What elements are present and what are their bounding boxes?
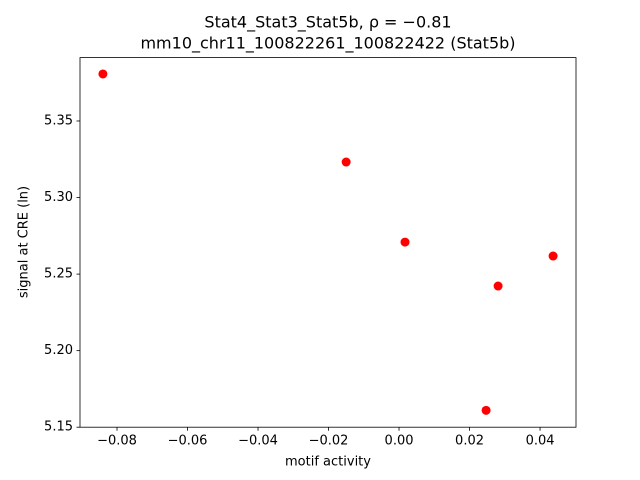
y-tick-label: 5.20 xyxy=(44,343,73,358)
y-tick-label: 5.30 xyxy=(44,190,73,205)
x-tick-label: 0.04 xyxy=(526,434,555,449)
chart-subtitle: mm10_chr11_100822261_100822422 (Stat5b) xyxy=(140,34,515,54)
x-tick-label: −0.02 xyxy=(309,434,349,449)
y-axis-label: signal at CRE (ln) xyxy=(17,186,32,298)
point xyxy=(400,237,410,247)
x-tick-label: 0.02 xyxy=(455,434,484,449)
chart-title: Stat4_Stat3_Stat5b, ρ = −0.81 xyxy=(204,13,451,33)
point xyxy=(98,69,108,79)
x-tick-label: −0.04 xyxy=(238,434,278,449)
x-tick-label: 0.00 xyxy=(385,434,414,449)
point xyxy=(548,251,558,261)
x-tick-label: −0.08 xyxy=(97,434,137,449)
point xyxy=(341,157,351,167)
plot-frame xyxy=(79,57,577,428)
y-tick-label: 5.25 xyxy=(44,267,73,282)
y-tick-label: 5.15 xyxy=(44,420,73,435)
point xyxy=(481,405,491,415)
point xyxy=(493,281,503,291)
x-axis-label: motif activity xyxy=(285,455,371,470)
x-tick-label: −0.06 xyxy=(168,434,208,449)
y-tick-label: 5.35 xyxy=(44,113,73,128)
